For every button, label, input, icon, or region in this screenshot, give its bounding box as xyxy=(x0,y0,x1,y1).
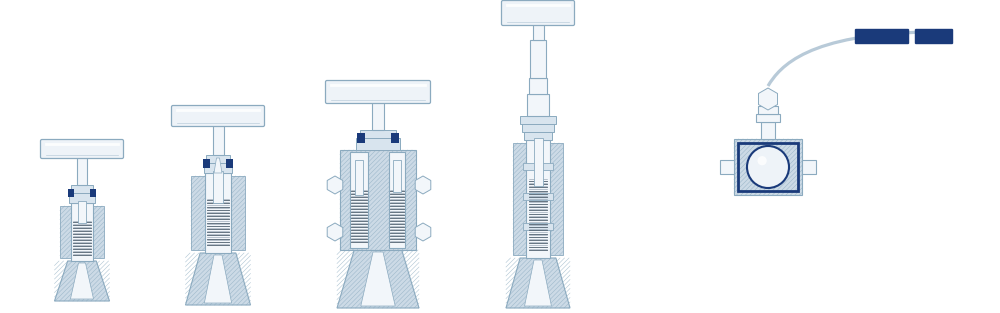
Bar xyxy=(534,138,542,186)
Polygon shape xyxy=(93,206,104,258)
Bar xyxy=(78,201,86,223)
Bar xyxy=(523,193,553,200)
Bar xyxy=(71,185,93,193)
Bar xyxy=(357,133,365,143)
Bar xyxy=(720,160,734,174)
Bar xyxy=(523,163,553,170)
Polygon shape xyxy=(734,139,802,195)
Bar xyxy=(530,40,546,78)
Polygon shape xyxy=(340,150,416,250)
Bar xyxy=(393,160,401,192)
Bar xyxy=(522,124,554,132)
Bar xyxy=(203,158,210,167)
Bar xyxy=(77,157,87,185)
Bar xyxy=(356,138,400,150)
Polygon shape xyxy=(231,176,245,250)
Bar xyxy=(68,189,74,197)
Bar xyxy=(206,155,230,163)
Polygon shape xyxy=(506,258,570,308)
Bar xyxy=(69,193,95,203)
Bar xyxy=(527,94,549,116)
Bar xyxy=(355,160,363,195)
Bar xyxy=(532,24,544,40)
FancyBboxPatch shape xyxy=(172,105,264,126)
Polygon shape xyxy=(337,250,419,308)
Bar xyxy=(756,114,780,122)
Bar xyxy=(523,223,553,230)
Polygon shape xyxy=(54,261,110,301)
Bar xyxy=(758,106,778,114)
Bar xyxy=(389,152,405,248)
Bar xyxy=(529,78,547,94)
Bar xyxy=(520,116,556,124)
FancyBboxPatch shape xyxy=(40,140,124,158)
Circle shape xyxy=(758,156,767,165)
Polygon shape xyxy=(204,255,232,303)
Bar xyxy=(226,158,233,167)
Bar xyxy=(90,189,96,197)
Bar xyxy=(391,133,399,143)
Bar xyxy=(204,163,232,173)
Polygon shape xyxy=(191,176,205,250)
Polygon shape xyxy=(361,252,395,306)
Bar xyxy=(372,102,384,130)
Bar xyxy=(360,130,396,138)
FancyBboxPatch shape xyxy=(502,1,574,25)
FancyBboxPatch shape xyxy=(915,29,953,44)
Bar xyxy=(212,125,224,155)
FancyBboxPatch shape xyxy=(855,29,909,44)
Polygon shape xyxy=(214,158,222,173)
Bar xyxy=(738,143,798,191)
Polygon shape xyxy=(186,253,250,305)
Polygon shape xyxy=(513,143,526,255)
Bar xyxy=(802,160,816,174)
Polygon shape xyxy=(550,143,563,255)
Bar xyxy=(524,132,552,140)
Bar xyxy=(205,173,231,253)
Bar xyxy=(71,203,93,261)
Circle shape xyxy=(747,146,789,188)
FancyBboxPatch shape xyxy=(326,80,430,104)
Polygon shape xyxy=(70,263,94,299)
Bar xyxy=(213,171,223,203)
Bar xyxy=(526,140,550,258)
Polygon shape xyxy=(525,260,551,306)
Polygon shape xyxy=(60,206,71,258)
Bar xyxy=(350,152,368,248)
Bar xyxy=(761,122,775,139)
